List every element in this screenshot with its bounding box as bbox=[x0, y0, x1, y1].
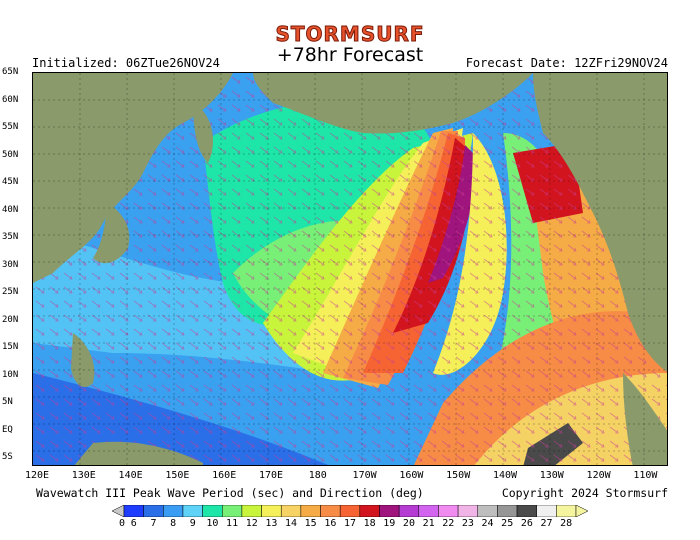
color-bar-label-0: 0 bbox=[118, 518, 126, 529]
land-asia bbox=[33, 73, 233, 283]
lat-label-65n: 65N bbox=[2, 67, 19, 77]
lon-label-170e: 170E bbox=[258, 470, 284, 481]
lon-label-150e: 150E bbox=[165, 470, 190, 481]
lon-label-120e: 120E bbox=[24, 470, 50, 481]
lat-label-50n: 50N bbox=[2, 149, 19, 160]
color-bar-swatch-8 bbox=[163, 505, 184, 517]
color-bar-label-7: 7 bbox=[150, 518, 157, 529]
color-bar-swatch-9 bbox=[182, 505, 203, 517]
lon-label-140e: 140E bbox=[118, 470, 143, 481]
color-bar-swatch-14 bbox=[280, 505, 302, 517]
color-bar-swatch-16 bbox=[320, 505, 341, 517]
land-new-guinea bbox=[74, 441, 203, 465]
color-bar-swatch-17 bbox=[339, 505, 361, 517]
color-bar-label-16: 16 bbox=[324, 518, 337, 529]
forecast-date-label: Forecast Date: 12ZFri29NOV24 bbox=[465, 56, 668, 70]
land-kamchatka bbox=[193, 103, 213, 163]
color-bar-swatch-25 bbox=[497, 505, 518, 517]
lat-label-5s: 5S bbox=[2, 452, 13, 462]
color-bar-low-arrow bbox=[112, 505, 125, 517]
lon-label-160e: 160E bbox=[212, 470, 237, 481]
copyright-notice: Copyright 2024 Stormsurf bbox=[501, 486, 668, 500]
brand-logo: STORMSURF bbox=[275, 22, 425, 47]
lon-label-170w: 170W bbox=[352, 470, 377, 481]
lat-label-5n: 5N bbox=[2, 397, 13, 407]
color-bar-label-9: 9 bbox=[189, 518, 196, 529]
color-bar-label-24: 24 bbox=[481, 518, 494, 529]
color-bar-label-22: 22 bbox=[442, 518, 455, 529]
color-bar-swatch-11 bbox=[222, 505, 243, 517]
color-bar-label-15: 15 bbox=[304, 518, 317, 529]
lat-label-10n: 10N bbox=[2, 369, 19, 380]
color-bar-swatch-18 bbox=[359, 505, 380, 517]
lat-label-30n: 30N bbox=[2, 259, 19, 270]
color-bar-label-17: 17 bbox=[343, 518, 357, 529]
color-bar-swatch-22 bbox=[438, 505, 459, 517]
lon-label-180: 180 bbox=[308, 470, 327, 481]
lat-label-35n: 35N bbox=[2, 232, 19, 242]
lat-label-eq: EQ bbox=[2, 424, 13, 435]
color-bar-swatch-12 bbox=[241, 505, 262, 517]
lon-label-140w: 140W bbox=[492, 470, 518, 481]
color-bar-label-10: 10 bbox=[206, 518, 219, 529]
lat-label-15n: 15N bbox=[2, 342, 19, 352]
color-bar-label-12: 12 bbox=[245, 518, 258, 529]
color-bar-label-27: 27 bbox=[540, 518, 553, 529]
color-bar-high-arrow bbox=[575, 505, 588, 517]
map-title: +78hr Forecast bbox=[276, 44, 424, 66]
lat-label-40n: 40N bbox=[2, 204, 19, 215]
color-bar-swatch-19 bbox=[379, 505, 400, 517]
land-japan bbox=[93, 203, 130, 264]
map-canvas bbox=[33, 73, 667, 465]
lat-label-45n: 45N bbox=[2, 177, 19, 187]
color-bar-swatch-13 bbox=[261, 505, 282, 517]
lat-lon-grid bbox=[33, 73, 667, 465]
color-bar-label-21: 21 bbox=[422, 518, 435, 529]
lat-label-20n: 20N bbox=[2, 314, 19, 325]
land-philippines bbox=[71, 333, 95, 388]
color-bar-swatch-6 bbox=[123, 505, 144, 517]
lon-label-120w: 120W bbox=[586, 470, 611, 481]
lat-label-55n: 55N bbox=[2, 122, 19, 132]
land-central-america bbox=[623, 373, 667, 465]
lon-label-110w: 110W bbox=[633, 470, 658, 481]
color-bar-label-26: 26 bbox=[520, 518, 533, 529]
color-bar-label-14: 14 bbox=[285, 518, 298, 529]
color-bar-label-23: 23 bbox=[461, 518, 474, 529]
color-bar-swatch-28 bbox=[556, 505, 577, 517]
wave-period-map bbox=[32, 72, 668, 466]
color-bar-swatch-7 bbox=[143, 505, 164, 517]
lat-label-60n: 60N bbox=[2, 94, 19, 105]
color-bar-label-25: 25 bbox=[501, 518, 514, 529]
map-description: Wavewatch III Peak Wave Period (sec) and… bbox=[36, 486, 424, 500]
color-bar-label-20: 20 bbox=[402, 518, 415, 529]
color-bar bbox=[112, 505, 588, 517]
lon-label-130e: 130E bbox=[71, 470, 96, 481]
color-bar-label-18: 18 bbox=[363, 518, 376, 529]
initialized-label: Initialized: 06ZTue26NOV24 bbox=[32, 56, 220, 70]
lon-label-150w: 150W bbox=[446, 470, 471, 481]
color-bar-swatch-20 bbox=[398, 505, 420, 517]
lon-label-160w: 160W bbox=[399, 470, 424, 481]
color-bar-label-19: 19 bbox=[383, 518, 396, 529]
lat-label-25n: 25N bbox=[2, 287, 19, 297]
land-north-america bbox=[533, 73, 667, 372]
color-bar-swatch-10 bbox=[202, 505, 223, 517]
color-bar-label-11: 11 bbox=[226, 518, 239, 529]
color-bar-label-8: 8 bbox=[170, 518, 177, 529]
color-bar-swatch-26 bbox=[516, 505, 537, 517]
color-bar-label-28: 28 bbox=[560, 518, 573, 529]
color-bar-swatch-24 bbox=[477, 505, 498, 517]
land-alaska bbox=[253, 73, 533, 134]
color-bar-swatch-27 bbox=[536, 505, 557, 517]
lon-label-130w: 130W bbox=[539, 470, 564, 481]
color-bar-swatch-23 bbox=[457, 505, 478, 517]
color-bar-swatch-15 bbox=[300, 505, 321, 517]
color-bar-label-6: 6 bbox=[130, 518, 137, 529]
color-bar-swatch-21 bbox=[418, 505, 439, 517]
color-bar-label-13: 13 bbox=[265, 518, 278, 529]
